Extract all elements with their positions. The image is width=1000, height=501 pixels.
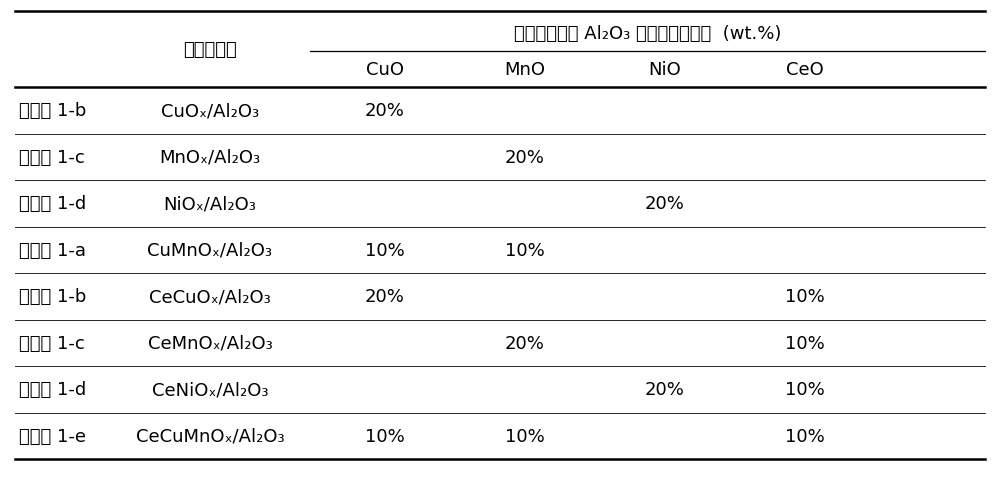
Text: 10%: 10% bbox=[785, 427, 825, 445]
Text: 10%: 10% bbox=[785, 380, 825, 398]
Text: 实施例 1-a: 实施例 1-a bbox=[19, 241, 86, 259]
Text: 实施例 1-c: 实施例 1-c bbox=[19, 334, 85, 352]
Text: CeMnOₓ/Al₂O₃: CeMnOₓ/Al₂O₃ bbox=[148, 334, 272, 352]
Text: 金属氧化物在 Al₂O₃ 载体上的负载量  (wt.%): 金属氧化物在 Al₂O₃ 载体上的负载量 (wt.%) bbox=[514, 25, 781, 43]
Text: NiOₓ/Al₂O₃: NiOₓ/Al₂O₃ bbox=[164, 195, 256, 213]
Text: MnO: MnO bbox=[505, 61, 546, 79]
Text: 实施例 1-d: 实施例 1-d bbox=[19, 380, 86, 398]
Text: CuOₓ/Al₂O₃: CuOₓ/Al₂O₃ bbox=[161, 102, 259, 120]
Text: 20%: 20% bbox=[505, 148, 545, 166]
Text: 10%: 10% bbox=[365, 427, 405, 445]
Text: 20%: 20% bbox=[645, 380, 685, 398]
Text: 对比例 1-b: 对比例 1-b bbox=[19, 102, 86, 120]
Text: CeO: CeO bbox=[786, 61, 824, 79]
Text: 20%: 20% bbox=[505, 334, 545, 352]
Text: 20%: 20% bbox=[645, 195, 685, 213]
Text: CeCuOₓ/Al₂O₃: CeCuOₓ/Al₂O₃ bbox=[149, 288, 271, 306]
Text: 对比例 1-c: 对比例 1-c bbox=[19, 148, 85, 166]
Text: 10%: 10% bbox=[365, 241, 405, 259]
Text: 10%: 10% bbox=[785, 288, 825, 306]
Text: MnOₓ/Al₂O₃: MnOₓ/Al₂O₃ bbox=[159, 148, 261, 166]
Text: 10%: 10% bbox=[505, 241, 545, 259]
Text: 催化剂样品: 催化剂样品 bbox=[183, 41, 237, 59]
Text: 20%: 20% bbox=[365, 288, 405, 306]
Text: 实施例 1-e: 实施例 1-e bbox=[19, 427, 86, 445]
Text: CeCuMnOₓ/Al₂O₃: CeCuMnOₓ/Al₂O₃ bbox=[136, 427, 284, 445]
Text: CeNiOₓ/Al₂O₃: CeNiOₓ/Al₂O₃ bbox=[152, 380, 268, 398]
Text: 实施例 1-b: 实施例 1-b bbox=[19, 288, 86, 306]
Text: NiO: NiO bbox=[649, 61, 681, 79]
Text: CuMnOₓ/Al₂O₃: CuMnOₓ/Al₂O₃ bbox=[148, 241, 272, 259]
Text: 20%: 20% bbox=[365, 102, 405, 120]
Text: CuO: CuO bbox=[366, 61, 404, 79]
Text: 对比例 1-d: 对比例 1-d bbox=[19, 195, 86, 213]
Text: 10%: 10% bbox=[505, 427, 545, 445]
Text: 10%: 10% bbox=[785, 334, 825, 352]
